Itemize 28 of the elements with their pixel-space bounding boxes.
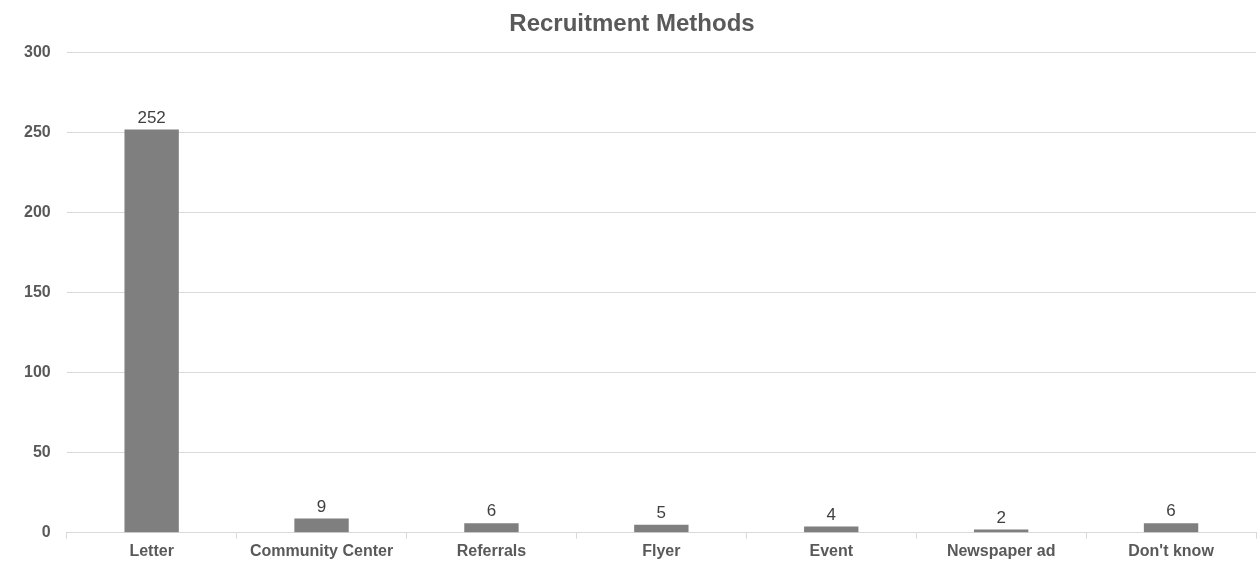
bar bbox=[804, 526, 859, 533]
chart-title: Recruitment Methods bbox=[509, 9, 755, 37]
y-tick-label: 250 bbox=[23, 123, 51, 141]
bar bbox=[294, 518, 349, 533]
bar bbox=[464, 523, 519, 533]
y-tick-label: 200 bbox=[23, 203, 51, 221]
data-label: 4 bbox=[826, 504, 836, 524]
x-tick-label: Letter bbox=[129, 541, 174, 559]
y-tick-label: 300 bbox=[23, 43, 51, 61]
bar bbox=[124, 129, 179, 533]
y-tick-label: 0 bbox=[41, 523, 51, 541]
x-tick-label: Referrals bbox=[456, 541, 527, 559]
data-label: 5 bbox=[656, 502, 667, 522]
data-label: 6 bbox=[486, 501, 497, 521]
data-label: 6 bbox=[1166, 501, 1176, 521]
x-tick-label: Newspaper ad bbox=[946, 541, 1056, 559]
x-tick-label: Community Center bbox=[249, 541, 394, 559]
x-tick-label: Don't know bbox=[1128, 541, 1215, 559]
bar bbox=[1143, 523, 1199, 533]
y-tick-label: 50 bbox=[32, 443, 51, 461]
data-label: 2 bbox=[996, 507, 1006, 527]
x-tick-label: Event bbox=[809, 541, 854, 559]
bar bbox=[634, 524, 689, 533]
x-tick-label: Flyer bbox=[642, 541, 681, 559]
y-tick-label: 100 bbox=[23, 363, 51, 381]
data-label: 9 bbox=[316, 496, 327, 516]
data-label: 252 bbox=[137, 107, 166, 127]
y-tick-label: 150 bbox=[23, 283, 51, 301]
